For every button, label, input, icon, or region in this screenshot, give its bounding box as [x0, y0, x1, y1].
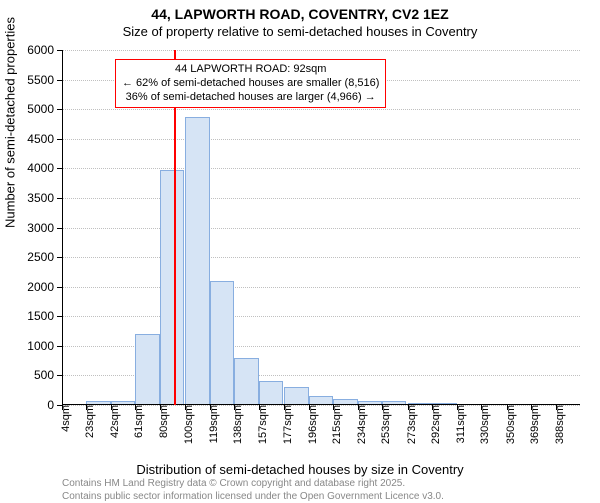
xtick-label: 330sqm	[479, 405, 491, 444]
y-axis-label: Number of semi-detached properties	[3, 17, 18, 228]
ytick-label: 2000	[14, 280, 54, 294]
ytick	[57, 139, 62, 140]
xtick-label: 273sqm	[406, 405, 418, 444]
ytick-label: 1000	[14, 339, 54, 353]
ytick-label: 2500	[14, 250, 54, 264]
ytick	[57, 375, 62, 376]
credits: Contains HM Land Registry data © Crown c…	[62, 478, 444, 503]
xtick-label: 388sqm	[554, 405, 566, 444]
ytick	[57, 257, 62, 258]
annotation-line1: 44 LAPWORTH ROAD: 92sqm	[122, 63, 379, 77]
xtick-label: 292sqm	[430, 405, 442, 444]
chart-container: 44, LAPWORTH ROAD, COVENTRY, CV2 1EZ Siz…	[0, 0, 600, 500]
xtick-label: 4sqm	[60, 405, 72, 432]
annotation-line2: ← 62% of semi-detached houses are smalle…	[122, 77, 379, 91]
xtick-label: 80sqm	[158, 405, 170, 438]
xtick-label: 215sqm	[331, 405, 343, 444]
ytick	[57, 50, 62, 51]
ytick-label: 4000	[14, 161, 54, 175]
ytick	[57, 80, 62, 81]
ytick	[57, 198, 62, 199]
ytick	[57, 346, 62, 347]
xtick-label: 138sqm	[232, 405, 244, 444]
xtick-label: 234sqm	[356, 405, 368, 444]
xtick-label: 42sqm	[109, 405, 121, 438]
xtick-label: 350sqm	[505, 405, 517, 444]
ytick-label: 1500	[14, 309, 54, 323]
chart-title: 44, LAPWORTH ROAD, COVENTRY, CV2 1EZ	[0, 0, 600, 22]
x-axis-label: Distribution of semi-detached houses by …	[0, 462, 600, 477]
xtick-label: 311sqm	[455, 405, 467, 443]
xtick-label: 61sqm	[133, 405, 145, 438]
xtick-label: 157sqm	[257, 405, 269, 444]
xtick-label: 100sqm	[183, 405, 195, 444]
annotation-line3: 36% of semi-detached houses are larger (…	[122, 91, 379, 105]
plot-area: 44 LAPWORTH ROAD: 92sqm ← 62% of semi-de…	[62, 50, 580, 405]
ytick-label: 4500	[14, 132, 54, 146]
ytick	[57, 228, 62, 229]
xtick-label: 369sqm	[529, 405, 541, 444]
ytick-label: 0	[14, 398, 54, 412]
ytick-label: 500	[14, 368, 54, 382]
ytick	[57, 168, 62, 169]
xtick-label: 23sqm	[84, 405, 96, 438]
xtick-label: 177sqm	[282, 405, 294, 444]
ytick	[57, 109, 62, 110]
ytick-label: 5500	[14, 73, 54, 87]
annotation-box: 44 LAPWORTH ROAD: 92sqm ← 62% of semi-de…	[115, 59, 386, 108]
xtick-label: 119sqm	[208, 405, 220, 443]
xtick-label: 253sqm	[380, 405, 392, 444]
ytick-label: 3500	[14, 191, 54, 205]
xtick-label: 196sqm	[307, 405, 319, 444]
chart-subtitle: Size of property relative to semi-detach…	[0, 22, 600, 39]
ytick-label: 5000	[14, 102, 54, 116]
credits-line2: Contains public sector information licen…	[62, 491, 444, 503]
ytick	[57, 316, 62, 317]
credits-line1: Contains HM Land Registry data © Crown c…	[62, 478, 444, 491]
ytick-label: 3000	[14, 221, 54, 235]
ytick	[57, 287, 62, 288]
ytick-label: 6000	[14, 43, 54, 57]
